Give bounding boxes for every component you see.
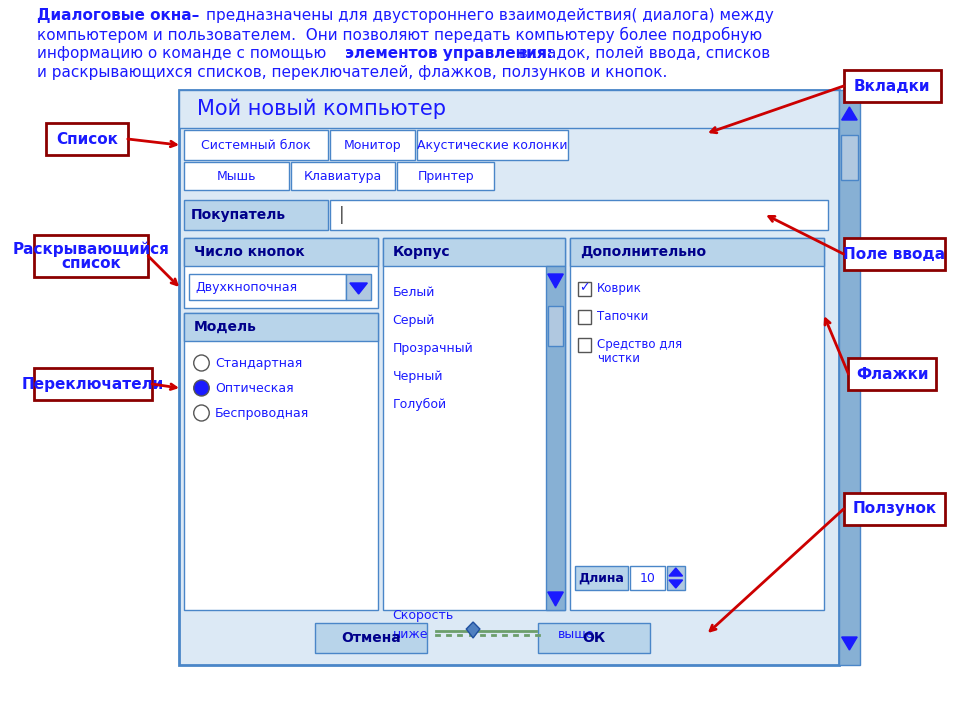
- Bar: [578, 310, 591, 324]
- Text: Ползунок: Ползунок: [852, 502, 937, 516]
- Text: Монитор: Монитор: [344, 138, 401, 151]
- Text: Акустические колонки: Акустические колонки: [418, 138, 567, 151]
- Polygon shape: [842, 107, 857, 120]
- Bar: [315, 623, 426, 653]
- Text: Тапочки: Тапочки: [597, 310, 649, 323]
- Bar: [849, 358, 936, 390]
- Bar: [291, 162, 396, 190]
- Bar: [34, 235, 148, 277]
- Text: Белый: Белый: [393, 286, 435, 299]
- Text: Двухкнопочная: Двухкнопочная: [196, 281, 298, 294]
- Text: Диалоговые окна–: Диалоговые окна–: [36, 8, 199, 23]
- Text: ниже: ниже: [393, 629, 428, 642]
- Bar: [417, 130, 568, 160]
- Text: информацию о команде с помощью: информацию о команде с помощью: [36, 46, 331, 61]
- Bar: [383, 238, 565, 266]
- Text: Коврик: Коврик: [597, 282, 642, 294]
- Text: Стандартная: Стандартная: [215, 356, 302, 369]
- Text: Дополнительно: Дополнительно: [580, 245, 706, 259]
- Text: Переключатели: Переключатели: [22, 377, 164, 392]
- Bar: [844, 70, 941, 102]
- Bar: [184, 130, 327, 160]
- Bar: [184, 200, 327, 230]
- Bar: [184, 238, 378, 266]
- Bar: [844, 493, 946, 525]
- Polygon shape: [842, 637, 857, 650]
- Text: Отмена: Отмена: [341, 631, 400, 645]
- Text: элементов управления:: элементов управления:: [345, 46, 553, 61]
- Text: Скорость: Скорость: [393, 608, 454, 621]
- Text: Длина: Длина: [578, 572, 624, 585]
- Bar: [630, 566, 665, 590]
- Polygon shape: [349, 283, 368, 294]
- Text: ✓: ✓: [580, 282, 589, 294]
- Bar: [841, 135, 858, 180]
- Bar: [546, 266, 565, 610]
- Text: Серый: Серый: [393, 313, 435, 326]
- Text: 10: 10: [639, 572, 656, 585]
- Bar: [548, 306, 564, 346]
- Circle shape: [194, 355, 209, 371]
- Bar: [189, 274, 346, 300]
- Bar: [578, 282, 591, 296]
- Bar: [575, 566, 628, 590]
- Bar: [34, 368, 152, 400]
- Bar: [346, 274, 372, 300]
- Text: Число кнопок: Число кнопок: [194, 245, 304, 259]
- Text: Вкладки: Вкладки: [853, 78, 930, 94]
- Bar: [844, 238, 946, 270]
- Text: Мышь: Мышь: [217, 169, 256, 182]
- Polygon shape: [548, 592, 564, 606]
- Bar: [570, 238, 825, 610]
- Bar: [180, 90, 839, 665]
- Text: Мой новый компьютер: Мой новый компьютер: [197, 99, 445, 120]
- Text: Принтер: Принтер: [418, 169, 474, 182]
- Text: ОК: ОК: [582, 631, 606, 645]
- Text: Черный: Черный: [393, 369, 444, 382]
- Bar: [383, 238, 565, 610]
- Text: Голубой: Голубой: [393, 397, 446, 410]
- Text: компьютером и пользователем.  Они позволяют передать компьютеру более подробную: компьютером и пользователем. Они позволя…: [36, 27, 761, 43]
- Bar: [667, 566, 684, 590]
- Text: Поле ввода: Поле ввода: [844, 246, 946, 261]
- Polygon shape: [669, 568, 683, 576]
- Bar: [397, 162, 494, 190]
- Circle shape: [194, 380, 209, 396]
- Text: Флажки: Флажки: [856, 366, 928, 382]
- Text: Покупатель: Покупатель: [191, 208, 286, 222]
- Bar: [538, 623, 650, 653]
- Text: и раскрывающихся списков, переключателей, флажков, ползунков и кнопок.: и раскрывающихся списков, переключателей…: [36, 65, 667, 80]
- Text: Оптическая: Оптическая: [215, 382, 294, 395]
- Text: |: |: [339, 206, 345, 224]
- Circle shape: [194, 405, 209, 421]
- Text: Прозрачный: Прозрачный: [393, 341, 473, 354]
- Text: Список: Список: [56, 132, 118, 146]
- Text: Средство для: Средство для: [597, 338, 683, 351]
- Text: вкладок, полей ввода, списков: вкладок, полей ввода, списков: [514, 46, 770, 61]
- Bar: [329, 130, 415, 160]
- Bar: [184, 313, 378, 341]
- Text: Раскрывающийся: Раскрывающийся: [12, 241, 169, 257]
- Text: выше: выше: [558, 629, 594, 642]
- Text: чистки: чистки: [597, 351, 640, 364]
- Polygon shape: [467, 622, 480, 638]
- Polygon shape: [548, 274, 564, 288]
- Text: Клавиатура: Клавиатура: [304, 169, 382, 182]
- Bar: [329, 200, 828, 230]
- Text: Корпус: Корпус: [393, 245, 450, 259]
- Text: список: список: [61, 256, 121, 271]
- Bar: [184, 313, 378, 610]
- Bar: [184, 238, 378, 308]
- Polygon shape: [669, 580, 683, 588]
- Bar: [184, 162, 289, 190]
- Bar: [578, 338, 591, 352]
- Text: Беспроводная: Беспроводная: [215, 407, 309, 420]
- Text: Модель: Модель: [194, 320, 256, 334]
- Bar: [570, 238, 825, 266]
- Bar: [839, 90, 860, 665]
- Text: Системный блок: Системный блок: [201, 138, 311, 151]
- Bar: [46, 123, 128, 155]
- Text: предназначены для двустороннего взаимодействия( диалога) между: предназначены для двустороннего взаимоде…: [206, 8, 774, 23]
- Bar: [180, 90, 839, 128]
